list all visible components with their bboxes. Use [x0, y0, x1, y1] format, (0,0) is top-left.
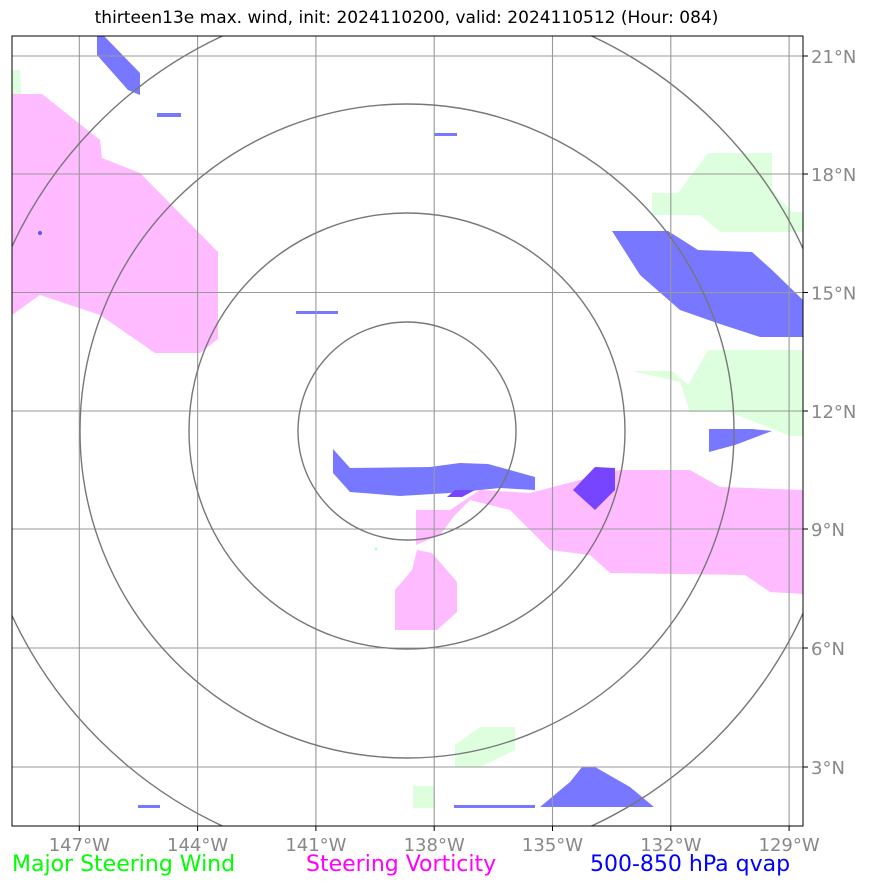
qvap-area	[540, 767, 654, 807]
range-ring	[188, 212, 626, 650]
qvap-area	[612, 231, 803, 337]
axis-ticks	[78, 55, 808, 831]
range-ring	[79, 103, 735, 759]
lat-label: 12°N	[811, 402, 856, 423]
steering-wind-area	[632, 350, 803, 436]
steering-vorticity-area	[12, 94, 218, 353]
lat-label: 15°N	[811, 284, 856, 305]
overlap-area	[573, 467, 615, 510]
lon-label: 129°W	[759, 835, 820, 856]
lat-label: 18°N	[811, 165, 856, 186]
range-rings	[12, 36, 803, 826]
qvap-area	[97, 36, 140, 95]
lon-label: 132°W	[640, 835, 701, 856]
lat-label: 6°N	[811, 639, 845, 660]
qvap-areas	[97, 36, 803, 808]
lon-label: 147°W	[49, 835, 110, 856]
lat-label: 9°N	[811, 520, 845, 541]
lon-label: 141°W	[285, 835, 346, 856]
legend-steering-wind: Major Steering Wind	[12, 852, 236, 877]
qvap-speck	[38, 231, 42, 235]
range-ring	[297, 321, 517, 541]
map-area	[12, 36, 803, 826]
legend-steering-vorticity: Steering Vorticity	[306, 852, 497, 877]
steering-wind-area	[652, 153, 803, 232]
lon-label: 144°W	[167, 835, 228, 856]
latitude-labels: 21°N 18°N 15°N 12°N 9°N 6°N 3°N	[811, 47, 856, 779]
steering-vorticity-area	[395, 550, 457, 630]
lon-label: 138°W	[404, 835, 465, 856]
steering-wind-area	[455, 727, 515, 767]
steering-wind-area	[413, 786, 434, 808]
qvap-area	[709, 429, 772, 452]
plot-frame	[11, 35, 804, 827]
graticule	[12, 36, 803, 826]
legend-qvap: 500-850 hPa qvap	[590, 852, 791, 877]
qvap-area	[454, 805, 535, 808]
map-title: thirteen13e max. wind, init: 2024110200,…	[94, 8, 719, 28]
qvap-vorticity-overlap-areas	[447, 467, 615, 510]
lon-label: 135°W	[522, 835, 583, 856]
qvap-area	[434, 133, 457, 136]
qvap-area	[138, 805, 160, 808]
wind-speck	[374, 547, 378, 551]
qvap-area	[296, 311, 338, 314]
lat-label: 21°N	[811, 47, 856, 68]
overlap-area	[447, 490, 475, 497]
qvap-area	[157, 113, 181, 117]
longitude-labels: 147°W 144°W 141°W 138°W 135°W 132°W 129°…	[49, 835, 820, 856]
lat-label: 3°N	[811, 758, 845, 779]
